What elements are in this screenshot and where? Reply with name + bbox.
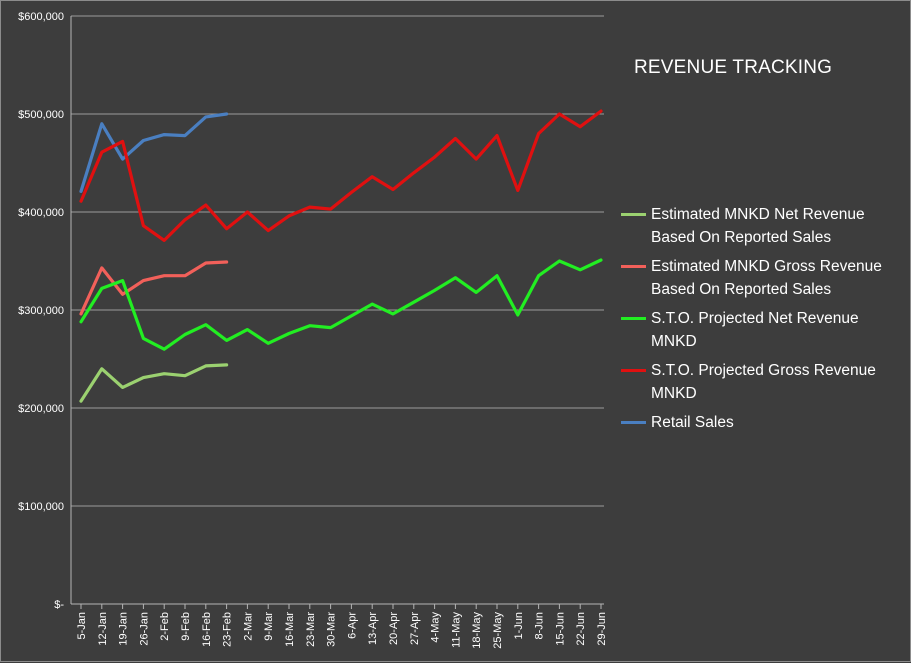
x-tick-label: 23-Feb bbox=[222, 612, 234, 647]
series-line-5 bbox=[79, 112, 229, 193]
series-line-4 bbox=[79, 109, 603, 242]
series-line-2 bbox=[79, 260, 229, 316]
legend-swatch bbox=[621, 369, 646, 372]
legend-item: Estimated MNKD Net Revenue Based On Repo… bbox=[621, 203, 906, 249]
y-tick-label: $100,000 bbox=[18, 501, 64, 513]
x-tick-label: 8-Jun bbox=[534, 612, 546, 640]
x-axis-tick-labels: 5-Jan 12-Jan 19-Jan 26-Jan 2-Feb 9-Feb 16-Feb 2… bbox=[76, 604, 608, 649]
y-tick-label: $200,000 bbox=[18, 403, 64, 415]
x-tick-label: 23-Mar bbox=[305, 612, 317, 647]
y-tick-label: $600,000 bbox=[18, 11, 64, 23]
x-tick-label: 25-May bbox=[492, 612, 504, 649]
legend-label: Estimated MNKD Gross Revenue Based On Re… bbox=[651, 258, 882, 298]
x-tick-label: 6-Apr bbox=[346, 612, 358, 639]
x-tick-label: 5-Jan bbox=[76, 612, 88, 640]
legend-label: S.T.O. Projected Gross Revenue MNKD bbox=[651, 362, 876, 402]
legend-item: S.T.O. Projected Net Revenue MNKD bbox=[621, 307, 906, 353]
legend-swatch bbox=[621, 213, 646, 216]
legend-item: Retail Sales bbox=[621, 411, 906, 434]
y-tick-label: $300,000 bbox=[18, 305, 64, 317]
x-tick-label: 20-Apr bbox=[388, 612, 400, 645]
y-tick-label: $400,000 bbox=[18, 207, 64, 219]
x-tick-label: 11-May bbox=[450, 612, 462, 648]
legend: Estimated MNKD Net Revenue Based On Repo… bbox=[621, 203, 906, 440]
series-line-3 bbox=[79, 258, 603, 351]
series-lines bbox=[79, 109, 603, 403]
x-tick-label: 26-Jan bbox=[138, 612, 150, 646]
x-tick-label: 16-Feb bbox=[201, 612, 213, 647]
legend-swatch bbox=[621, 421, 646, 424]
legend-label: Estimated MNKD Net Revenue Based On Repo… bbox=[651, 206, 865, 246]
x-tick-label: 16-Mar bbox=[284, 612, 296, 647]
x-tick-label: 2-Feb bbox=[159, 612, 171, 641]
x-tick-label: 18-May bbox=[471, 612, 483, 649]
legend-label: S.T.O. Projected Net Revenue MNKD bbox=[651, 310, 859, 350]
legend-item: S.T.O. Projected Gross Revenue MNKD bbox=[621, 359, 906, 405]
x-tick-label: 22-Jun bbox=[575, 612, 587, 646]
x-tick-label: 12-Jan bbox=[97, 612, 109, 646]
x-tick-label: 9-Mar bbox=[263, 612, 275, 641]
series-line-1 bbox=[79, 363, 229, 403]
legend-swatch bbox=[621, 317, 646, 320]
x-tick-label: 27-Apr bbox=[409, 612, 421, 645]
chart-title: REVENUE TRACKING bbox=[634, 57, 833, 78]
y-tick-label: $- bbox=[54, 599, 64, 611]
x-tick-label: 1-Jun bbox=[513, 612, 525, 640]
legend-label: Retail Sales bbox=[651, 414, 734, 431]
x-tick-label: 29-Jun bbox=[596, 612, 608, 646]
x-tick-label: 15-Jun bbox=[554, 612, 566, 646]
x-tick-label: 19-Jan bbox=[118, 612, 130, 646]
x-tick-label: 4-May bbox=[430, 612, 442, 643]
legend-item: Estimated MNKD Gross Revenue Based On Re… bbox=[621, 255, 906, 301]
x-tick-label: 13-Apr bbox=[367, 612, 379, 645]
y-axis-tick-labels: $- $100,000 $200,000 $300,000 $400,000 $500,0… bbox=[18, 11, 64, 611]
x-tick-label: 2-Mar bbox=[242, 612, 254, 641]
legend-swatch bbox=[621, 265, 646, 268]
x-tick-label: 9-Feb bbox=[180, 612, 192, 641]
x-axis bbox=[70, 16, 604, 605]
gridlines bbox=[71, 15, 604, 507]
y-tick-label: $500,000 bbox=[18, 109, 64, 121]
x-tick-label: 30-Mar bbox=[326, 612, 338, 647]
